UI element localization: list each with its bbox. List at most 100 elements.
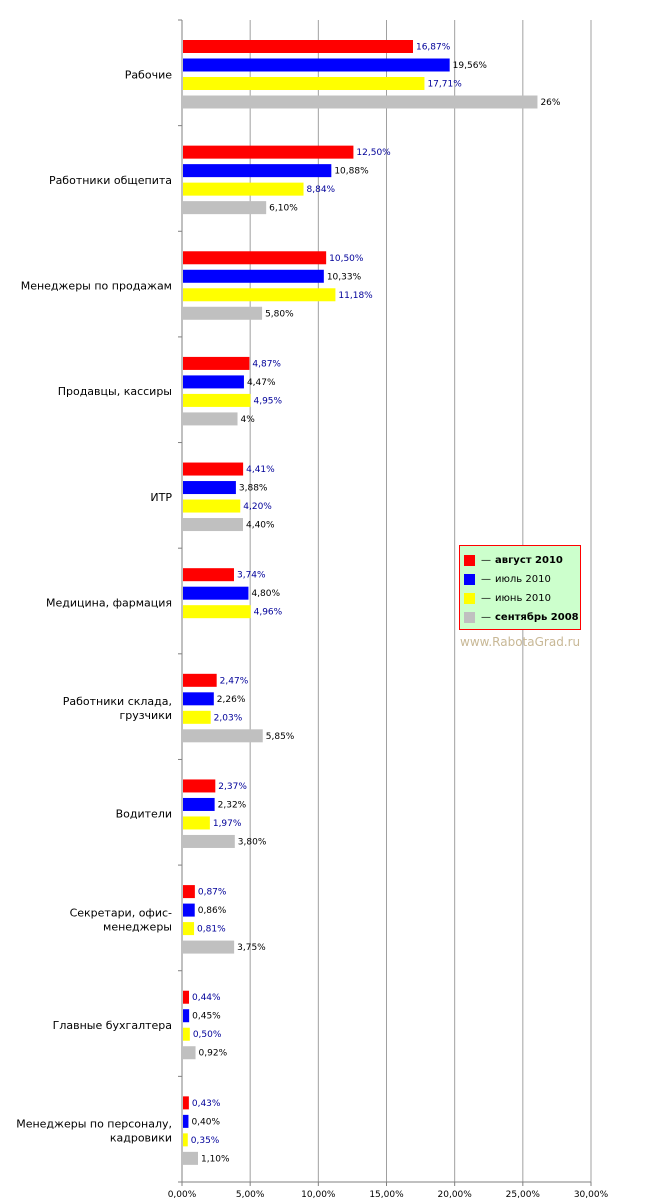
data-label: 0,92% — [199, 1049, 228, 1059]
legend-swatch — [464, 555, 475, 566]
bar — [183, 462, 244, 476]
bars — [183, 40, 538, 1165]
data-label: 10,50% — [329, 254, 364, 264]
category-label: менеджеры — [103, 920, 172, 933]
bar — [183, 288, 336, 302]
bar — [183, 201, 267, 215]
bar — [183, 306, 263, 320]
legend-swatch — [464, 574, 475, 585]
bar — [183, 412, 238, 426]
category-label: Медицина, фармация — [46, 596, 172, 609]
bar — [183, 499, 241, 513]
bar — [183, 816, 210, 830]
category-label: кадровики — [110, 1132, 172, 1145]
data-label: 3,80% — [238, 837, 267, 847]
data-label: 0,81% — [197, 925, 226, 935]
data-label: 2,03% — [214, 713, 243, 723]
legend-dash: — — [481, 612, 491, 623]
bar — [183, 58, 450, 72]
category-label: Работники склада, — [63, 695, 172, 708]
bar — [183, 586, 249, 600]
data-label: 10,88% — [334, 167, 369, 177]
legend-dash: — — [481, 555, 491, 566]
category-label: Рабочие — [125, 68, 173, 81]
bar — [183, 251, 327, 265]
bar — [183, 1046, 196, 1060]
x-tick-label: 5,00% — [236, 1190, 265, 1200]
legend-swatch — [464, 593, 475, 604]
bar — [183, 922, 195, 936]
data-label: 0,35% — [191, 1136, 220, 1146]
bar — [183, 145, 354, 159]
bar — [183, 834, 235, 848]
data-label: 4,95% — [253, 396, 282, 406]
data-label: 3,88% — [239, 484, 268, 494]
legend-label: август 2010 — [495, 555, 563, 566]
legend-label: сентябрь 2008 — [495, 612, 579, 623]
bar — [183, 95, 538, 109]
bar — [183, 779, 216, 793]
data-label: 6,10% — [269, 204, 298, 214]
data-label: 0,40% — [191, 1117, 220, 1127]
legend-dash: — — [481, 593, 491, 604]
axes: 0,00% 5,00% 10,00% 15,00% 20,00% 25,00% 30,00%… — [16, 19, 609, 1200]
legend-item: — август 2010 — [464, 551, 580, 570]
bar — [183, 518, 243, 532]
legend-item: — июнь 2010 — [464, 589, 580, 608]
data-label: 0,44% — [192, 993, 221, 1003]
data-label: 0,45% — [192, 1012, 221, 1022]
data-label: 1,97% — [213, 819, 242, 829]
data-label: 3,75% — [237, 943, 266, 953]
data-label: 4,96% — [254, 608, 283, 618]
data-label: 19,56% — [453, 61, 488, 71]
category-label: Продавцы, кассиры — [58, 385, 172, 398]
x-tick-label: 10,00% — [301, 1190, 336, 1200]
legend-swatch — [464, 612, 475, 623]
data-label: 10,33% — [327, 272, 362, 282]
bar — [183, 356, 250, 370]
data-label: 11,18% — [338, 291, 373, 301]
x-tick-label: 20,00% — [438, 1190, 473, 1200]
data-label: 4,20% — [243, 502, 272, 512]
legend-label: июль 2010 — [495, 574, 551, 585]
bar — [183, 605, 251, 619]
watermark: www.RabotaGrad.ru — [460, 635, 581, 649]
legend-item: — июль 2010 — [464, 570, 580, 589]
data-label: 5,85% — [266, 732, 295, 742]
x-tick-label: 30,00% — [574, 1190, 609, 1200]
category-label: Секретари, офис- — [70, 906, 172, 919]
data-label: 17,71% — [427, 80, 462, 90]
data-label: 4,47% — [247, 378, 276, 388]
bar — [183, 990, 189, 1004]
bar — [183, 1027, 190, 1041]
data-label: 3,74% — [237, 571, 266, 581]
bar — [183, 1009, 190, 1023]
data-label: 26% — [540, 98, 560, 108]
data-label: 8,84% — [307, 185, 336, 195]
bar — [183, 568, 234, 582]
bar — [183, 1151, 198, 1165]
data-label: 12,50% — [356, 148, 391, 158]
category-label: Менеджеры по продажам — [21, 280, 172, 293]
bar — [183, 40, 413, 53]
bar — [183, 797, 215, 811]
data-label: 4,40% — [246, 521, 275, 531]
legend-item: — сентябрь 2008 — [464, 608, 580, 627]
legend: — август 2010 — июль 2010 — июнь 2010 — … — [459, 545, 581, 630]
data-label: 16,87% — [416, 43, 451, 53]
legend-label: июнь 2010 — [495, 593, 551, 604]
bar — [183, 1133, 188, 1147]
data-label: 2,32% — [218, 800, 247, 810]
x-tick-label: 0,00% — [168, 1190, 197, 1200]
bar — [183, 729, 263, 743]
data-label: 5,80% — [265, 309, 294, 319]
bar — [183, 269, 324, 283]
data-label: 4,41% — [246, 465, 275, 475]
bar — [183, 710, 211, 724]
bar — [183, 940, 235, 954]
data-label: 4,87% — [252, 359, 281, 369]
data-label: 4% — [241, 415, 256, 425]
value-labels: 16,87%19,56% 17,71% 26% 12,50% 10,88% 8,84% 6,… — [191, 43, 561, 1165]
bar — [183, 885, 195, 899]
x-tick-label: 25,00% — [506, 1190, 541, 1200]
